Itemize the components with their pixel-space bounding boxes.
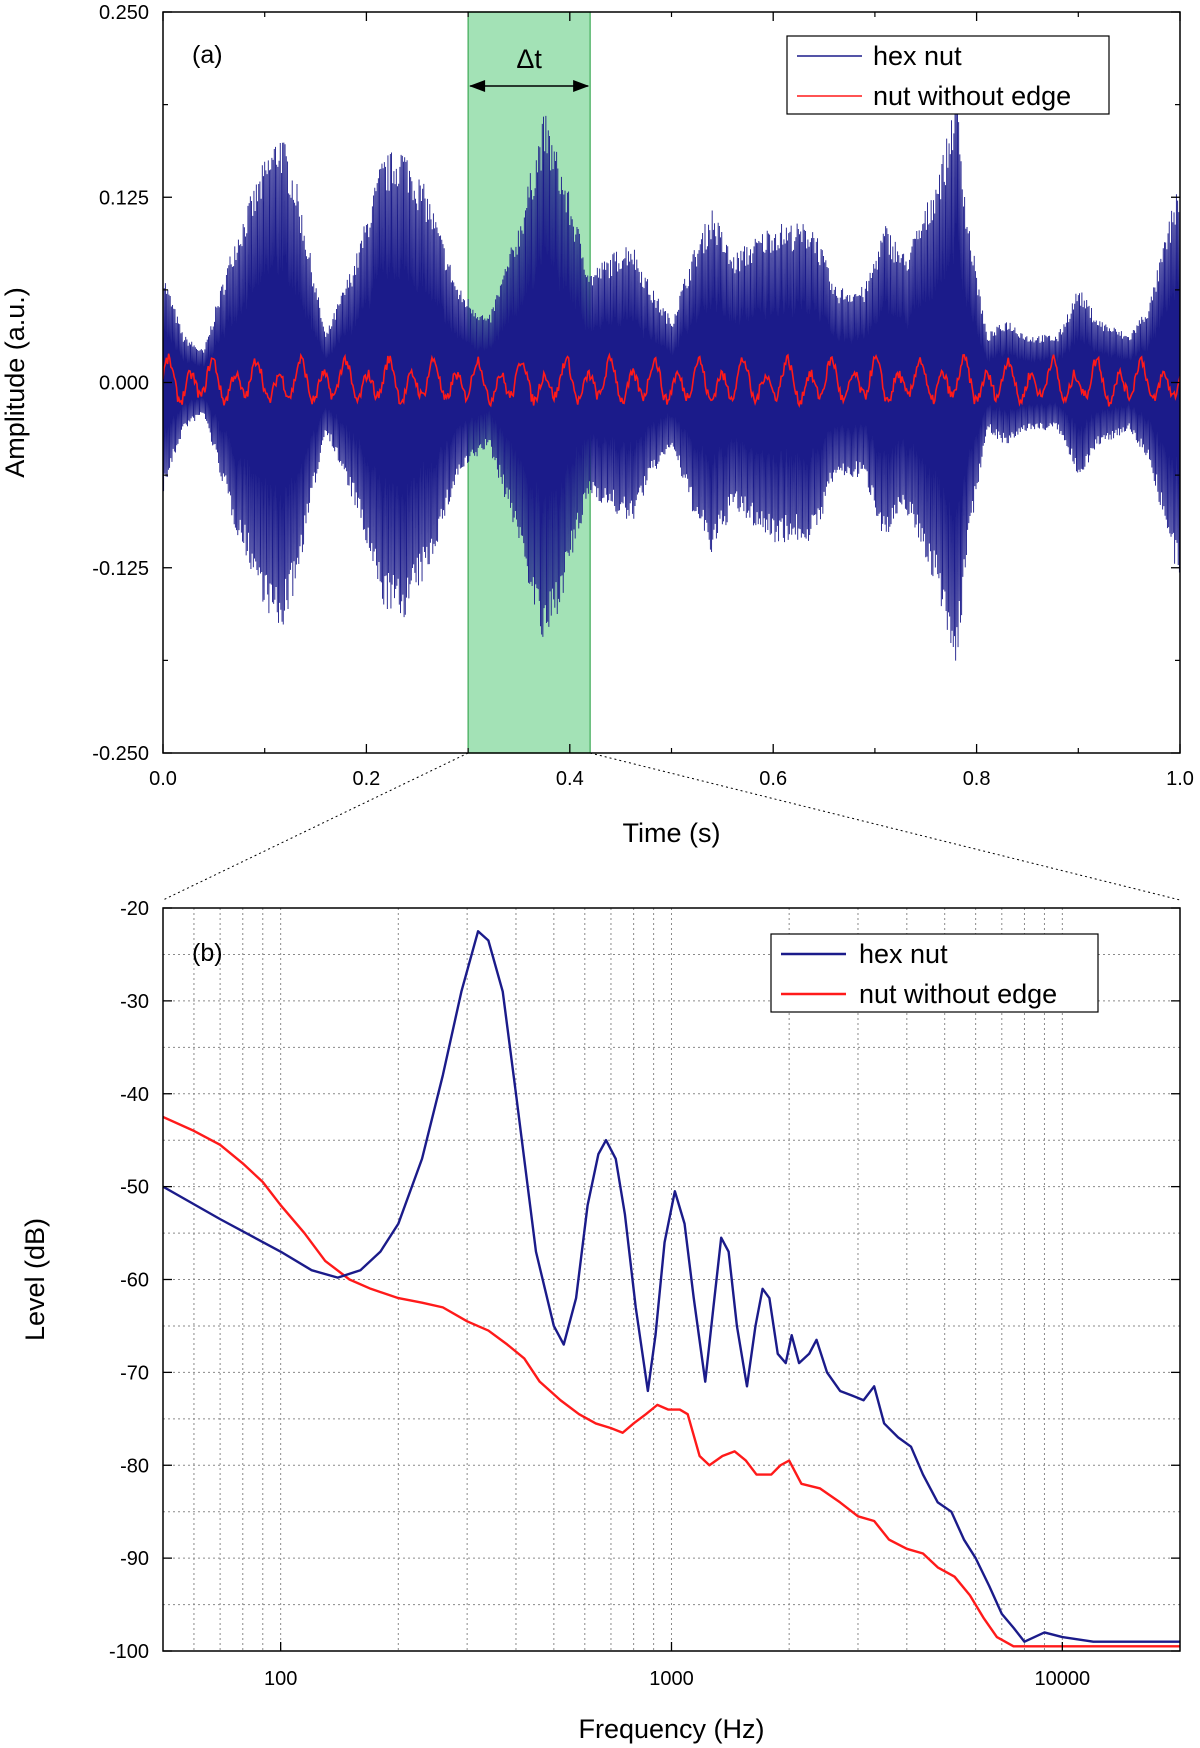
legend-a: hex nut nut without edge <box>786 35 1110 115</box>
delta-t-marker: Δt <box>469 44 590 92</box>
x-axis-label-a: Time (s) <box>623 818 721 848</box>
y-tick-label-a: 0.125 <box>99 187 149 209</box>
zoom-line-left <box>162 752 469 901</box>
y-tick-label-b: -30 <box>120 991 149 1013</box>
y-tick-label-b: -90 <box>120 1548 149 1570</box>
axis-ticks-b: 100 1000 10000 -20 -30 -40 -50 -60 -70 -80 -90 -100 <box>109 898 1180 1690</box>
x-tick-label-b: 100 <box>264 1668 297 1690</box>
y-tick-label-a: -0.125 <box>92 558 149 580</box>
legend-label-nut-without-edge-b: nut without edge <box>859 979 1057 1009</box>
series-hex-nut-spectrum <box>163 930 1180 1643</box>
y-axis-label-a: Amplitude (a.u.) <box>0 287 30 478</box>
y-tick-label-a: -0.250 <box>92 743 149 765</box>
zoom-line-right <box>590 752 1181 901</box>
delta-t-arrowhead-right <box>573 80 590 92</box>
delta-t-label: Δt <box>516 44 542 74</box>
x-tick-label-a: 0.8 <box>963 768 991 790</box>
grid-b <box>163 908 1180 1651</box>
y-tick-label-b: -80 <box>120 1455 149 1477</box>
series-nut-without-edge-signal <box>163 352 1180 408</box>
series-hex-nut-signal <box>163 84 1180 661</box>
panel-a: 0.0 0.2 0.4 0.6 0.8 1.0 -0.250 -0.125 0.000 0.125… <box>0 2 1194 848</box>
x-tick-label-a: 1.0 <box>1166 768 1194 790</box>
delta-t-arrowhead-left <box>469 80 486 92</box>
x-tick-label-a: 0.0 <box>149 768 177 790</box>
x-tick-label-b: 1000 <box>649 1668 694 1690</box>
legend-box-b <box>770 933 1099 1013</box>
y-tick-label-b: -40 <box>120 1084 149 1106</box>
y-axis-label-b: Level (dB) <box>20 1218 50 1341</box>
legend-b: hex nut nut without edge <box>770 933 1099 1013</box>
legend-label-nut-without-edge-a: nut without edge <box>873 81 1071 111</box>
y-tick-label-b: -70 <box>120 1362 149 1384</box>
zoom-connector <box>162 752 1181 901</box>
x-tick-label-a: 0.4 <box>556 768 584 790</box>
y-tick-label-b: -20 <box>120 898 149 920</box>
y-tick-label-b: -100 <box>109 1641 149 1663</box>
x-tick-label-b: 10000 <box>1035 1668 1091 1690</box>
legend-label-hex-nut-a: hex nut <box>873 41 962 71</box>
legend-box-a <box>786 35 1110 115</box>
panel-label-a: (a) <box>192 41 223 69</box>
x-tick-label-a: 0.2 <box>352 768 380 790</box>
series-nut-without-edge-spectrum <box>163 1115 1180 1648</box>
y-tick-label-b: -50 <box>120 1177 149 1199</box>
panel-label-b: (b) <box>192 939 223 967</box>
y-tick-label-a: 0.250 <box>99 2 149 24</box>
panel-b: 100 1000 10000 -20 -30 -40 -50 -60 -70 -80 -90 -100… <box>20 898 1181 1744</box>
x-axis-label-b: Frequency (Hz) <box>578 1714 764 1744</box>
y-tick-label-a: 0.000 <box>99 373 149 395</box>
x-tick-label-a: 0.6 <box>759 768 787 790</box>
y-tick-label-b: -60 <box>120 1270 149 1292</box>
legend-label-hex-nut-b: hex nut <box>859 939 948 969</box>
axis-ticks-a: 0.0 0.2 0.4 0.6 0.8 1.0 -0.250 -0.125 0.000 0.125… <box>92 2 1194 790</box>
